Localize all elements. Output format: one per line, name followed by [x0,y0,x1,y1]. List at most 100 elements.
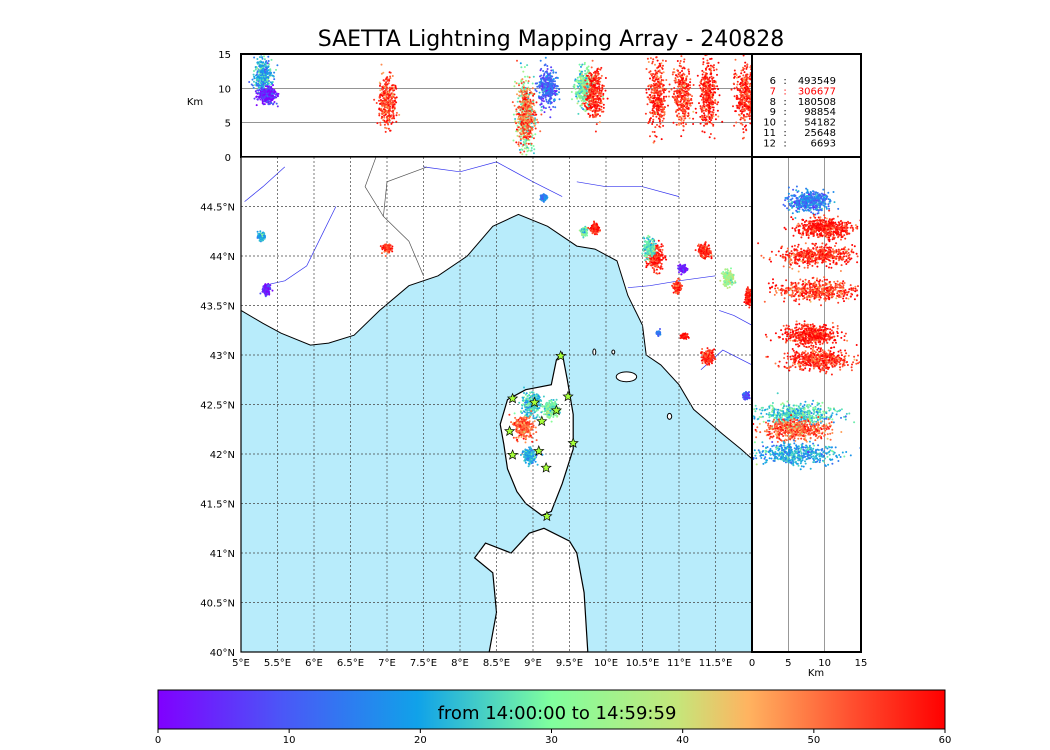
altitude-point [673,87,676,90]
altitude-point [647,96,650,99]
altitude-point [656,89,659,92]
altitude-point [738,113,740,116]
altitude-point [707,65,710,68]
altitude-point [589,96,592,99]
altitude-point [714,100,717,103]
altitude-point [688,70,690,73]
altitude-point [525,153,528,156]
altitude-point [684,86,687,89]
altitude-point [550,101,553,104]
altitude-point [748,117,751,120]
altitude-point [709,64,712,67]
altitude-point [582,83,585,86]
altitude-point [522,94,525,97]
lightning-point [585,230,588,233]
station-count-separator: : [783,138,786,149]
top-panel-points [248,54,752,157]
altitude-point [711,79,714,82]
altitude-point [261,65,264,67]
altitude-point [681,86,684,89]
altitude-point [655,135,658,138]
altitude-point [522,90,525,92]
altitude-point [519,91,521,93]
altitude-point [699,107,702,110]
altitude-point [262,81,265,83]
altitude-point [709,91,712,94]
altitude-point [251,84,254,87]
altitude-point [682,92,685,95]
altitude-point [674,101,677,104]
altitude-point [746,91,749,94]
altitude-point [270,96,273,99]
altitude-point [741,91,743,94]
altitude-point [700,78,703,81]
altitude-point [602,103,605,106]
altitude-point [598,87,601,90]
altitude-point [267,76,269,78]
altitude-point [682,79,685,82]
altitude-point [264,80,267,83]
altitude-point [579,83,582,86]
altitude-point [742,82,744,85]
altitude-point [736,87,739,90]
altitude-point [589,104,592,107]
altitude-point [581,80,584,83]
altitude-point [710,94,713,97]
altitude-point [586,86,589,89]
altitude-point [392,101,395,104]
altitude-point [525,88,528,91]
altitude-point [252,73,255,76]
lightning-point [267,287,270,290]
altitude-point [712,76,715,79]
altitude-point [707,62,710,65]
altitude-point [531,128,534,131]
altitude-point [652,104,655,107]
altitude-point [649,57,652,60]
altitude-point [583,94,586,97]
altitude-point [530,118,533,121]
altitude-point [679,85,682,88]
altitude-point [585,106,588,109]
altitude-point [577,100,580,103]
altitude-point [258,77,261,79]
altitude-point [662,71,665,74]
altitude-point [544,86,547,89]
altitude-point [390,103,392,106]
altitude-point [681,74,684,77]
altitude-point [597,99,600,101]
altitude-point [268,90,271,93]
altitude-point [529,105,532,108]
altitude-point [577,85,580,88]
altitude-point [691,102,694,105]
lightning-point [262,289,265,292]
altitude-point [389,75,392,78]
altitude-point [256,89,259,92]
altitude-point [744,115,746,118]
altitude-point [706,95,709,98]
altitude-point [549,93,552,96]
altitude-point [688,99,691,102]
altitude-point [705,97,708,100]
altitude-point [524,93,526,96]
altitude-point [273,91,276,93]
altitude-point [594,104,596,107]
altitude-point [530,147,533,149]
altitude-point [384,113,387,116]
altitude-point [584,79,587,82]
altitude-point [261,86,264,89]
altitude-point [654,91,657,94]
altitude-point [395,120,398,123]
altitude-point [581,92,584,95]
altitude-point [680,55,683,58]
altitude-point [741,106,744,108]
altitude-point [695,111,698,114]
altitude-point [520,87,523,90]
altitude-point [600,95,602,98]
altitude-point [520,148,523,151]
altitude-point [531,87,534,90]
altitude-point [527,112,530,115]
altitude-point [383,103,386,105]
altitude-point [523,117,526,120]
lightning-point [257,232,260,235]
station-count-separator: : [783,128,786,139]
